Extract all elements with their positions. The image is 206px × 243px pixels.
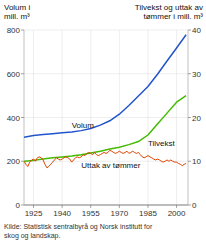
y-tick [21,30,24,31]
series-label: Tilvekst [148,139,176,148]
y2-axis-title: Tilvekst og uttak avtømmer i mill. m³ [135,3,204,21]
x-tick-label: 2000 [168,209,186,218]
y2-tick-label: 30 [192,70,201,79]
x-tick [62,205,63,208]
y-tick [21,117,24,118]
y-axis-title: Volum imill. m³ [4,3,30,21]
grid-line [119,30,120,205]
x-tick [33,205,34,208]
y-tick [21,73,24,74]
series-label: Uttak av tømmer [81,161,140,170]
y2-tick-label: 0 [192,201,197,210]
y-tick-label: 800 [7,26,21,35]
x-tick-label: 1955 [82,209,100,218]
y2-tick [188,161,191,162]
y-tick [21,161,24,162]
y2-tick [188,30,191,31]
x-tick-label: 1925 [25,209,43,218]
source: Kilde: Statistisk sentralbyrå og Norsk i… [4,223,153,240]
chart: 1925 1940 1955 1970 1985 2000 0 200 400 600 800 0 10… [0,0,206,243]
x-axis-line [24,205,188,206]
y2-tick-label: 40 [192,26,201,35]
x-tick [176,205,177,208]
line-labels: Volum Tilvekst Uttak av tømmer [72,121,176,170]
x-tick [90,205,91,208]
x-tick [119,205,120,208]
lines [24,35,186,168]
y-tick-label: 200 [7,157,21,166]
y-tick-label: 0 [16,201,21,210]
x-tick-label: 1985 [139,209,157,218]
series-line [24,35,186,137]
grid-line [24,73,188,74]
axes: 1925 1940 1955 1970 1985 2000 0 200 400 600 800 0 10… [7,26,202,218]
series-label: Volum [72,121,95,130]
grid-line [62,30,63,205]
grid-line [90,30,91,205]
x-tick-label: 1970 [110,209,128,218]
x-tick [147,205,148,208]
series-line [24,96,186,162]
y-tick-label: 600 [7,70,21,79]
grid-line [24,30,188,31]
grid-line [24,205,188,206]
y2-tick [188,117,191,118]
x-tick-label: 1940 [53,209,71,218]
y-tick [21,205,24,206]
grid-line [33,30,34,205]
grid [24,30,188,205]
grid-line [176,30,177,205]
y2-tick-label: 10 [192,157,201,166]
y2-tick-label: 20 [192,114,201,123]
grid-line [147,30,148,205]
y2-tick [188,205,191,206]
y2-tick [188,73,191,74]
y-tick-label: 400 [7,114,21,123]
